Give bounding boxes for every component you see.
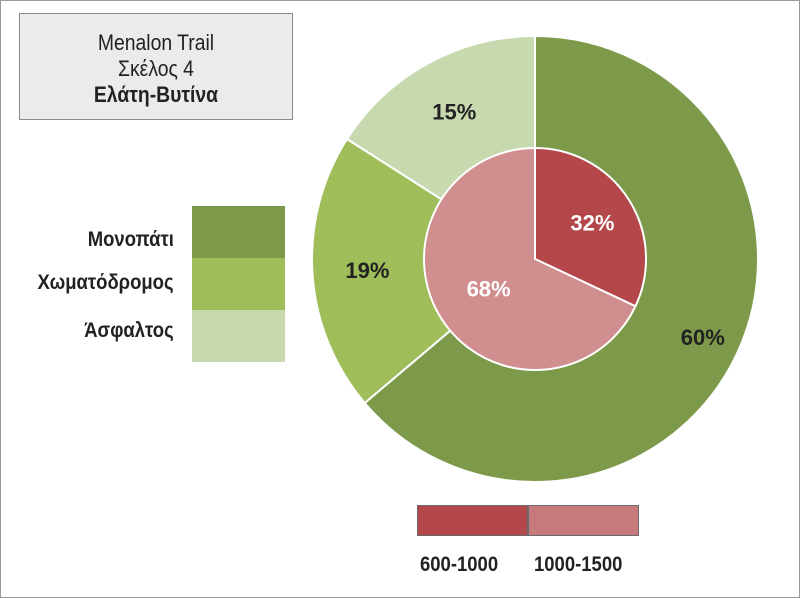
inner-slice-label-1: 68% [467,277,511,302]
outer-slice-label-2: 15% [432,100,476,125]
legend-label-monopati: Μονοπάτι [87,228,174,251]
inner-slice-label-0: 32% [570,211,614,236]
inner-ring [423,146,647,371]
title-line-3: Ελάτη-Βυτίνα [93,82,219,107]
title-line-1: Menalon Trail [97,30,215,55]
title-box: Menalon Trail Σκέλος 4 Ελάτη-Βυτίνα [19,13,293,120]
outer-slice-label-1: 19% [345,258,389,283]
legend-swatch-monopati [192,206,285,258]
outer-slice-label-0: 60% [681,325,725,350]
legend-label-xomatodromos: Χωματόδρομος [37,271,174,294]
legend-swatch-xomatodromos [192,258,285,310]
legend-label-1000-1500: 1000-1500 [534,553,623,576]
legend-label-600-1000: 600-1000 [420,553,499,576]
title-line-2: Σκέλος 4 [118,56,194,81]
inner-slice-1 [423,146,637,371]
inner-slice-0 [534,146,647,308]
legend-swatch-asfaltos [192,310,285,362]
legend-swatch-600-1000 [417,505,528,536]
legend-swatch-1000-1500 [528,505,639,536]
legend-label-asfaltos: Άσφαλτος [84,319,174,342]
slice-labels: 60% 19% 15% 32% 68% [345,100,724,350]
